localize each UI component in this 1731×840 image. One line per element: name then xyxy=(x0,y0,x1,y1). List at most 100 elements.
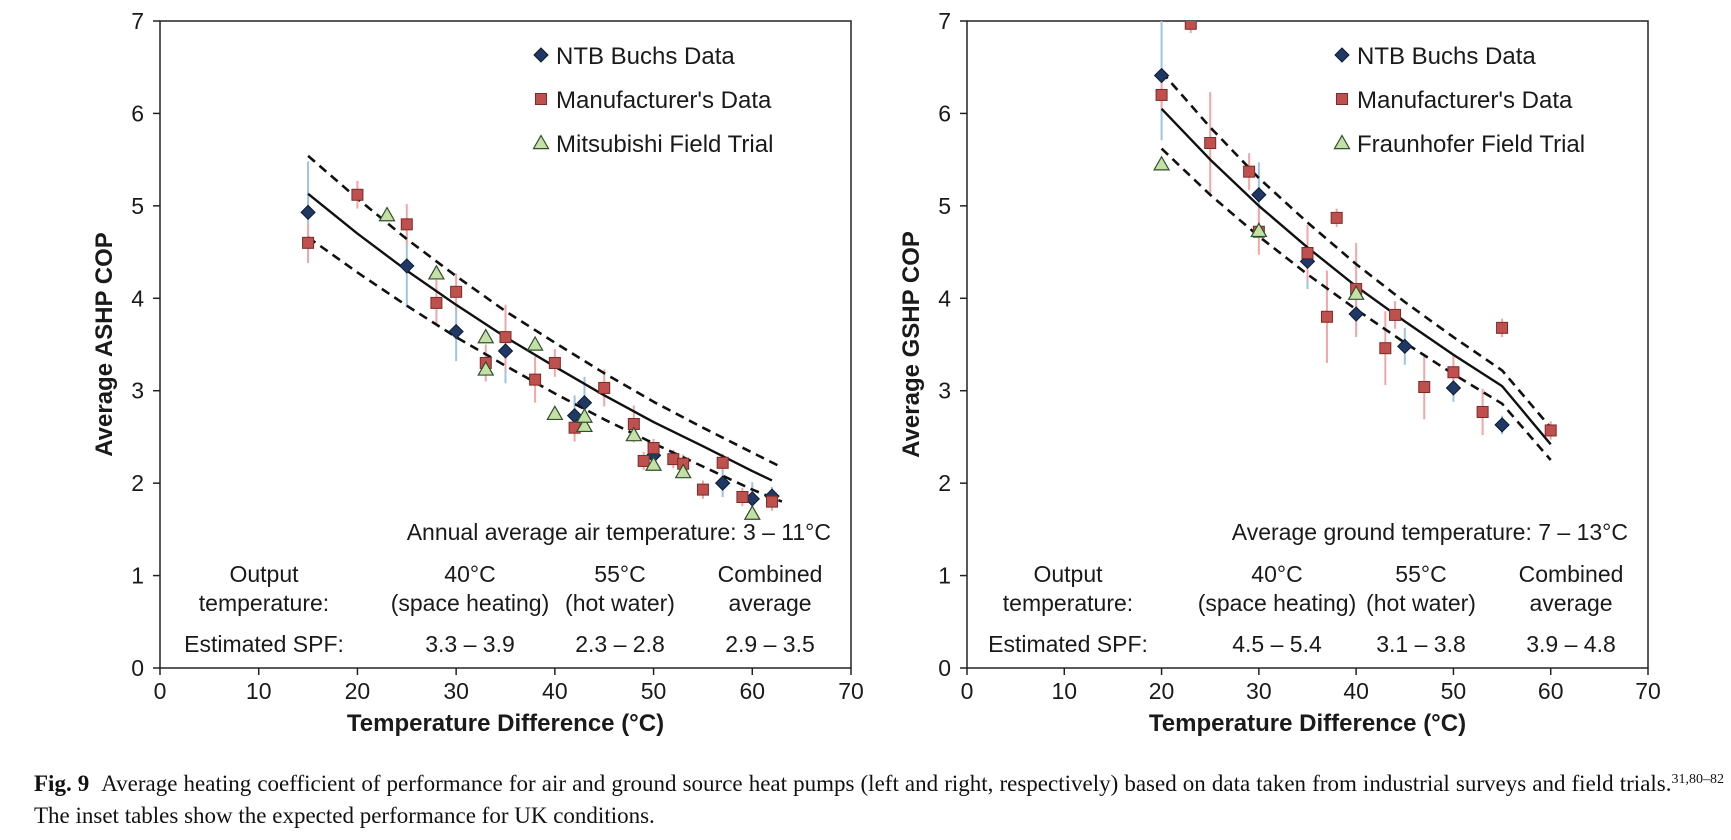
y-tick-label: 6 xyxy=(131,100,144,126)
legend-entry: NTB Buchs Data xyxy=(1357,43,1536,70)
inset-space-header: (space heating) xyxy=(1198,590,1357,616)
plot-area xyxy=(1153,21,1557,461)
y-tick-label: 3 xyxy=(131,378,144,404)
data-point-triangle xyxy=(625,426,643,442)
inset-spf-combined: 3.9 – 4.8 xyxy=(1526,631,1616,657)
inset-combined-header: average xyxy=(1529,590,1612,616)
inset-output-header: temperature: xyxy=(1003,590,1133,616)
data-point-square xyxy=(637,454,650,467)
legend-marker-square xyxy=(1336,93,1348,105)
x-tick-label: 30 xyxy=(1246,678,1272,704)
data-point-square xyxy=(529,373,542,386)
data-point-triangle xyxy=(427,264,445,280)
inset-spf-combined: 2.9 – 3.5 xyxy=(725,631,815,657)
inset-spf-space: 3.3 – 3.9 xyxy=(425,631,515,657)
data-point-triangle xyxy=(477,328,495,344)
inset-output-header: Output xyxy=(1033,561,1103,587)
caption-text-2: The inset tables show the expected perfo… xyxy=(34,803,655,828)
data-point-square xyxy=(548,356,561,369)
inset-water-header: 55°C xyxy=(1395,561,1446,587)
inset-output-header: Output xyxy=(229,561,299,587)
inset-spf-label: Estimated SPF: xyxy=(988,631,1148,657)
caption-text: Average heating coefficient of performan… xyxy=(101,771,1672,796)
data-point-diamond xyxy=(714,475,731,491)
data-point-square xyxy=(302,236,315,249)
y-tick-label: 1 xyxy=(131,563,144,589)
chart-panel-1: 0 10 20 30 40 50 60 70 0 1 2 3 4 5 6 7 Temperature Diffe… xyxy=(91,8,864,737)
x-tick-label: 50 xyxy=(1441,678,1467,704)
y-tick-label: 2 xyxy=(938,470,951,496)
data-point-square xyxy=(667,453,680,466)
x-tick-label: 10 xyxy=(246,678,272,704)
data-point-diamond xyxy=(399,258,415,274)
inset-table: Average ground temperature: 7 – 13°C Outp… xyxy=(988,519,1628,657)
legend-entry: Manufacturer's Data xyxy=(556,87,772,114)
data-point-square xyxy=(696,483,709,496)
inset-space-header: (space heating) xyxy=(391,590,550,616)
y-tick-label: 4 xyxy=(131,285,144,311)
data-point-square xyxy=(1184,21,1197,30)
y-tick-label: 2 xyxy=(131,470,144,496)
x-tick-label: 0 xyxy=(961,678,974,704)
data-point-triangle xyxy=(546,405,564,421)
data-point-square xyxy=(1389,308,1402,321)
data-point-square xyxy=(1418,381,1431,394)
inset-water-header: (hot water) xyxy=(1366,590,1476,616)
data-point-triangle xyxy=(526,335,544,351)
y-tick-label: 5 xyxy=(938,193,951,219)
x-tick-label: 20 xyxy=(1149,678,1175,704)
inset-combined-header: Combined xyxy=(718,561,823,587)
inset-spf-water: 2.3 – 2.8 xyxy=(575,631,665,657)
y-tick-label: 3 xyxy=(938,378,951,404)
plot-frame xyxy=(159,20,852,669)
x-tick-label: 50 xyxy=(641,678,667,704)
lower-bound-line xyxy=(1160,147,1552,461)
data-point-square xyxy=(1544,424,1557,437)
inset-spf-space: 4.5 – 5.4 xyxy=(1232,631,1322,657)
legend-entry: Mitsubishi Field Trial xyxy=(556,131,773,158)
data-point-triangle xyxy=(575,417,594,433)
data-point-triangle xyxy=(477,360,495,376)
x-tick-label: 0 xyxy=(154,678,167,704)
data-point-square xyxy=(647,442,660,455)
inset-spf-water: 3.1 – 3.8 xyxy=(1376,631,1466,657)
data-point-diamond xyxy=(448,323,464,340)
x-axis-label: Temperature Difference (°C) xyxy=(1149,710,1466,737)
data-point-square xyxy=(1379,342,1392,355)
inset-output-header: temperature: xyxy=(199,590,329,616)
data-point-square xyxy=(716,456,729,469)
data-point-triangle xyxy=(645,455,663,471)
plot-frame xyxy=(966,20,1649,669)
x-tick-label: 60 xyxy=(1538,678,1564,704)
data-point-diamond xyxy=(497,343,514,359)
data-point-triangle xyxy=(575,407,594,423)
x-tick-label: 70 xyxy=(1635,678,1661,704)
data-point-square xyxy=(736,491,749,504)
inset-water-header: (hot water) xyxy=(565,590,675,616)
x-tick-label: 10 xyxy=(1051,678,1077,704)
x-tick-label: 40 xyxy=(542,678,568,704)
data-point-diamond xyxy=(1397,338,1413,355)
y-tick-label: 5 xyxy=(131,193,144,219)
inset-spf-label: Estimated SPF: xyxy=(184,631,344,657)
y-tick-label: 0 xyxy=(131,655,144,681)
chart-panel-2: 0 10 20 30 40 50 60 70 0 1 2 3 4 5 6 7 Temperature Diffe… xyxy=(898,8,1661,737)
y-tick-label: 1 xyxy=(938,563,951,589)
data-point-square xyxy=(766,495,779,508)
inset-water-header: 55°C xyxy=(594,561,645,587)
y-tick-label: 7 xyxy=(131,8,144,34)
data-point-square xyxy=(351,188,364,201)
data-point-square xyxy=(499,331,512,344)
legend-marker-triangle xyxy=(1333,134,1351,150)
inset-note: Annual average air temperature: 3 – 11°C xyxy=(407,519,831,545)
y-tick-label: 0 xyxy=(938,655,951,681)
inset-combined-header: average xyxy=(728,590,811,616)
data-point-triangle xyxy=(674,463,692,479)
upper-bound-line xyxy=(1160,70,1552,429)
y-tick-label: 6 xyxy=(938,100,951,126)
x-tick-label: 40 xyxy=(1343,678,1369,704)
data-point-triangle xyxy=(1250,222,1268,238)
upper-bound-line xyxy=(307,154,783,469)
caption-label: Fig. 9 xyxy=(34,771,90,796)
legend-entry: Fraunhofer Field Trial xyxy=(1357,131,1585,158)
